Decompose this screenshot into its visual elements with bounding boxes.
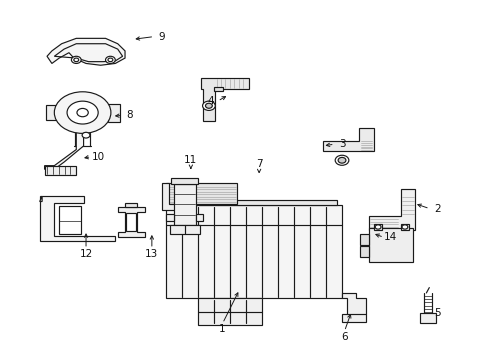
Polygon shape (125, 203, 137, 207)
Polygon shape (171, 200, 336, 205)
Circle shape (82, 132, 90, 138)
Circle shape (337, 157, 345, 163)
Polygon shape (359, 234, 368, 244)
Polygon shape (419, 313, 435, 323)
Polygon shape (161, 183, 178, 210)
Polygon shape (166, 214, 173, 221)
Polygon shape (166, 183, 237, 204)
Text: 6: 6 (341, 332, 347, 342)
Polygon shape (171, 178, 198, 184)
Polygon shape (200, 78, 249, 121)
Polygon shape (118, 207, 144, 237)
Polygon shape (214, 87, 222, 91)
Text: 10: 10 (91, 152, 104, 162)
Circle shape (67, 101, 98, 124)
Text: 8: 8 (126, 111, 133, 121)
Circle shape (54, 92, 111, 134)
Text: 9: 9 (158, 32, 164, 41)
Polygon shape (400, 224, 408, 230)
Polygon shape (166, 205, 341, 298)
Polygon shape (44, 166, 76, 175)
Circle shape (334, 155, 348, 165)
Polygon shape (368, 189, 414, 230)
Polygon shape (195, 214, 203, 221)
Circle shape (202, 101, 215, 111)
Polygon shape (44, 121, 91, 169)
Polygon shape (341, 293, 366, 321)
Circle shape (374, 225, 380, 229)
Polygon shape (40, 196, 115, 241)
Polygon shape (59, 206, 81, 234)
Text: 12: 12 (79, 248, 92, 258)
Polygon shape (40, 196, 42, 202)
Text: 5: 5 (433, 308, 440, 318)
Text: 13: 13 (145, 248, 158, 258)
Circle shape (205, 103, 212, 108)
Circle shape (401, 225, 407, 229)
Circle shape (105, 56, 115, 63)
Text: 3: 3 (338, 139, 345, 149)
Polygon shape (126, 213, 136, 231)
Text: 1: 1 (219, 324, 225, 334)
Text: 14: 14 (384, 232, 397, 242)
Circle shape (71, 56, 81, 63)
Polygon shape (108, 104, 120, 122)
Polygon shape (368, 228, 412, 262)
Polygon shape (47, 39, 125, 65)
Polygon shape (198, 298, 261, 325)
Text: 2: 2 (433, 204, 440, 214)
Polygon shape (169, 225, 199, 234)
Polygon shape (359, 246, 368, 257)
Polygon shape (173, 184, 195, 225)
Text: 11: 11 (184, 155, 197, 165)
Text: 7: 7 (255, 159, 262, 169)
Text: 4: 4 (206, 96, 213, 106)
Polygon shape (45, 105, 57, 120)
Polygon shape (373, 224, 382, 230)
Polygon shape (322, 128, 373, 151)
